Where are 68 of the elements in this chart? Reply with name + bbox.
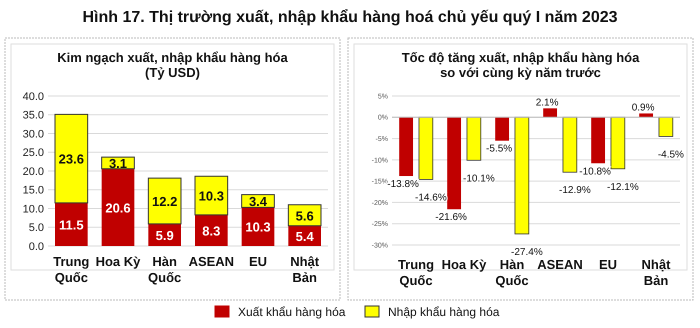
data-label: -13.8% [387,179,420,190]
data-label: 20.6 [105,200,131,216]
data-label: 2.1% [536,97,559,108]
data-label: 5.6 [296,208,314,224]
data-label: -10.1% [463,173,495,184]
y-tick-label: 0.0 [28,240,44,253]
x-tick-label: Hàn Quốc [495,257,529,288]
chart-title: Tốc độ tăng xuất, nhập khẩu hàng hóa so với cùng kỳ năm trước [402,50,640,80]
bar [658,116,674,137]
data-label: 23.6 [58,152,84,167]
data-label: 12.2 [152,194,178,209]
data-label: -27.4% [511,246,543,258]
x-tick-label: Hoa Kỳ [96,254,142,269]
y-tick-label: 5.0 [28,222,44,234]
y-tick-label: 15.0 [22,184,44,197]
y-tick-label: 10.0 [22,203,44,216]
bar [102,168,134,246]
text: Hình 17. Thị trường xuất, nhập khẩu hàng hoá chủ yếu quý I năm 2023 [82,9,618,26]
data-label: 5.9 [156,228,174,243]
bar [194,176,228,216]
legend-label: Nhập khẩu hàng hóa [388,305,500,319]
data-label: -21.6% [435,212,468,224]
x-tick-label: Hàn Quốc [148,254,182,285]
data-label: -10.8% [579,166,612,178]
y-tick-label: 30.0 [22,128,44,140]
bar [495,117,510,141]
chart-title: Kim ngạch xuất, nhập khẩu hàng hóa (Tỷ USD) [57,50,288,80]
x-tick-label: Nhật Bản [290,254,320,285]
data-label: 3.1 [108,156,128,171]
bar [466,116,482,161]
data-label: -12.9% [559,185,591,196]
y-tick-label: 40.0 [22,90,44,103]
bar [418,116,434,180]
data-label: 10.3 [245,220,271,235]
data-label: 3.4 [248,194,268,209]
y-tick-label: 25.0 [22,147,44,160]
bar [639,113,654,118]
x-tick-label: Trung Quốc [398,257,434,288]
x-tick-label: Hoa Kỳ [442,257,488,272]
y-tick-label: 20.0 [22,166,44,178]
bar [562,116,578,173]
x-tick-label: Trung Quốc [53,254,90,285]
bar [514,116,530,234]
bar [399,117,414,176]
bar [148,178,182,224]
data-label: 10.3 [198,188,224,204]
data-label: -14.6% [415,192,447,204]
data-label: 8.3 [202,223,220,238]
data-label: -4.5% [658,149,684,160]
bar [543,108,558,118]
bar [591,117,606,164]
data-label: 5.4 [296,228,314,244]
bar [447,117,462,210]
data-label: 11.5 [59,217,84,232]
x-tick-label: Nhật Bản [642,257,672,288]
bar [242,207,274,246]
data-label: -5.5% [486,144,512,155]
x-tick-label: EU [598,257,618,272]
bar [610,116,626,170]
legend-label: Xuất khẩu hàng hóa [238,305,346,319]
y-tick-label: 35.0 [22,110,44,122]
bar [54,114,88,204]
bar [55,202,88,246]
x-tick-label: ASEAN [188,254,234,269]
data-label: -12.1% [607,182,639,193]
x-tick-label: ASEAN [537,257,583,272]
x-tick-label: EU [248,254,268,269]
data-label: 0.9% [632,102,655,114]
